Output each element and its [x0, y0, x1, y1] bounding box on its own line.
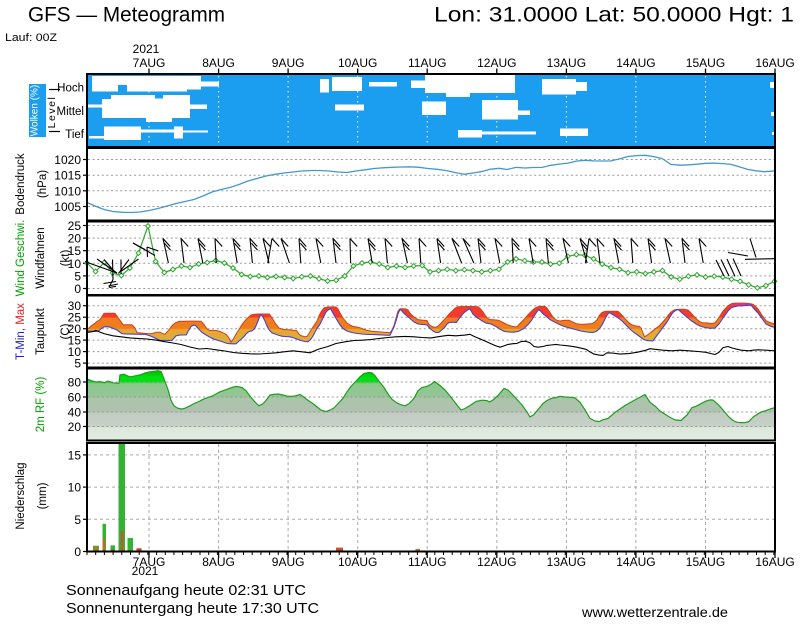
svg-text:13AUG: 13AUG — [547, 555, 586, 569]
svg-text:T-Min, Max: T-Min, Max — [15, 303, 27, 360]
svg-text:14AUG: 14AUG — [616, 555, 655, 569]
svg-text:1015: 1015 — [54, 169, 81, 183]
svg-text:15: 15 — [68, 334, 82, 348]
svg-text:7AUG: 7AUG — [133, 555, 166, 569]
svg-text:Level: Level — [46, 96, 58, 129]
svg-text:2021: 2021 — [133, 42, 160, 56]
svg-text:15: 15 — [68, 244, 82, 258]
svg-text:Sonnenaufgang heute 02:31 UTC: Sonnenaufgang heute 02:31 UTC — [66, 583, 306, 599]
svg-text:15: 15 — [68, 448, 82, 462]
svg-text:15AUG: 15AUG — [686, 555, 725, 569]
svg-text:9AUG: 9AUG — [272, 555, 305, 569]
svg-text:11AUG: 11AUG — [408, 555, 446, 569]
svg-text:5: 5 — [74, 513, 81, 527]
svg-text:25: 25 — [68, 311, 82, 325]
svg-text:0: 0 — [74, 282, 81, 296]
svg-text:Mittel: Mittel — [57, 106, 84, 118]
svg-text:40: 40 — [68, 406, 82, 420]
svg-text:2021: 2021 — [132, 564, 159, 578]
svg-text:25: 25 — [68, 219, 82, 233]
svg-text:10: 10 — [68, 345, 82, 359]
svg-text:Tief: Tief — [65, 129, 85, 141]
svg-text:8AUG: 8AUG — [202, 555, 235, 569]
svg-text:5: 5 — [74, 357, 81, 371]
svg-text:13AUG: 13AUG — [547, 56, 586, 70]
svg-text:9AUG: 9AUG — [272, 56, 305, 70]
svg-text:12AUG: 12AUG — [477, 56, 516, 70]
svg-text:0: 0 — [74, 545, 81, 559]
svg-text:14AUG: 14AUG — [616, 56, 655, 70]
svg-text:10AUG: 10AUG — [338, 555, 377, 569]
svg-text:80: 80 — [68, 376, 82, 390]
svg-text:Windfahnen: Windfahnen — [35, 227, 47, 288]
svg-text:Lauf: 00Z: Lauf: 00Z — [5, 32, 57, 44]
svg-text:Hoch: Hoch — [57, 83, 84, 95]
svg-text:Wind Geschwi.: Wind Geschwi. — [15, 220, 27, 297]
svg-text:10AUG: 10AUG — [338, 56, 377, 70]
svg-text:15AUG: 15AUG — [686, 56, 725, 70]
svg-text:7AUG: 7AUG — [133, 56, 166, 70]
svg-text:1020: 1020 — [54, 153, 81, 167]
svg-text:20: 20 — [68, 322, 82, 336]
svg-text:16AUG: 16AUG — [755, 56, 794, 70]
svg-text:8AUG: 8AUG — [202, 56, 235, 70]
svg-text:Sonnenuntergang heute 17:30 UT: Sonnenuntergang heute 17:30 UTC — [66, 601, 319, 617]
svg-text:Bodendruck: Bodendruck — [15, 153, 27, 215]
svg-text:1005: 1005 — [54, 200, 81, 214]
svg-text:20: 20 — [68, 232, 82, 246]
svg-text:2m RF (%): 2m RF (%) — [35, 377, 47, 433]
svg-text:1010: 1010 — [54, 184, 81, 198]
svg-text:Lon: 31.0000 Lat: 50.0000 Hgt:: Lon: 31.0000 Lat: 50.0000 Hgt: 1 — [434, 3, 794, 27]
svg-text:Taupunkt: Taupunkt — [35, 307, 47, 354]
svg-text:16AUG: 16AUG — [755, 555, 794, 569]
svg-text:10: 10 — [68, 481, 82, 495]
svg-text:11AUG: 11AUG — [408, 56, 446, 70]
svg-text:60: 60 — [68, 391, 82, 405]
svg-text:(hPa): (hPa) — [37, 170, 49, 198]
svg-text:(mm): (mm) — [37, 482, 49, 509]
svg-text:www.wetterzentrale.de: www.wetterzentrale.de — [581, 605, 728, 620]
svg-text:(kt): (kt) — [60, 250, 72, 267]
svg-text:12AUG: 12AUG — [477, 555, 516, 569]
svg-text:10: 10 — [68, 257, 82, 271]
svg-text:5: 5 — [74, 269, 81, 283]
svg-text:Niederschlag: Niederschlag — [15, 462, 27, 529]
svg-text:20: 20 — [68, 420, 82, 434]
svg-text:(C): (C) — [60, 323, 72, 339]
svg-text:30: 30 — [68, 299, 82, 313]
svg-text:Wolken (%): Wolken (%) — [30, 85, 41, 137]
svg-text:GFS — Meteogramm: GFS — Meteogramm — [28, 3, 225, 27]
